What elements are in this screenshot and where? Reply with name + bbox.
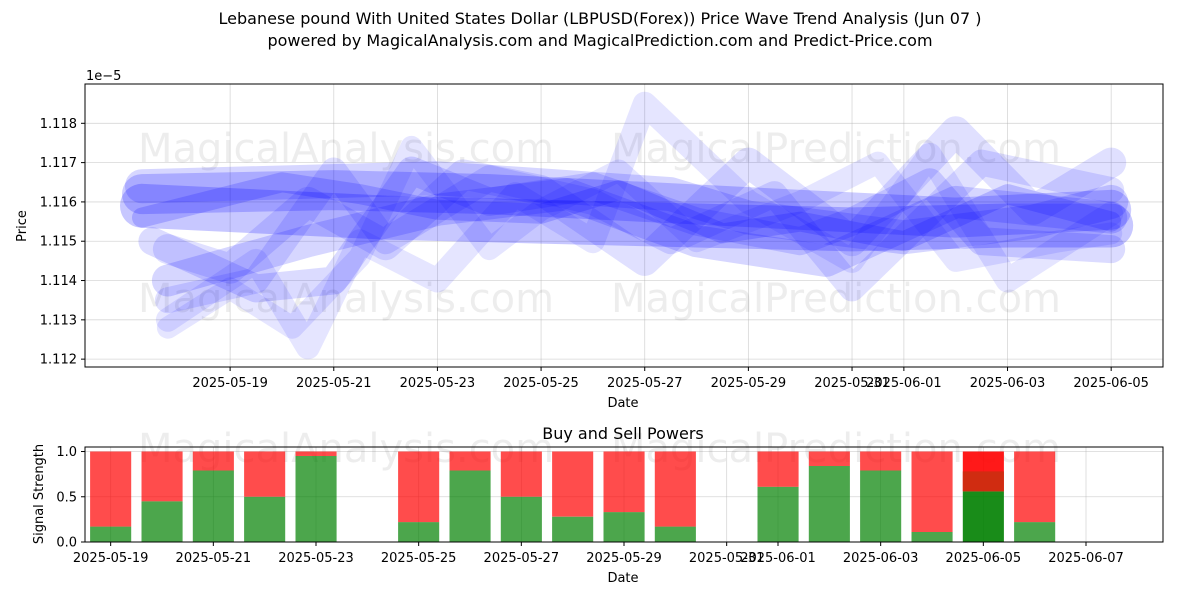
watermark-mid-left: MagicalAnalysis.com <box>138 276 554 322</box>
top-y-tick-label: 1.115 <box>40 235 77 250</box>
wave-line-9 <box>138 156 1126 303</box>
wave-line-7 <box>156 135 1123 339</box>
top-y-ticks: 1.112 1.113 1.114 1.115 1.116 1.117 1.118 <box>40 117 85 368</box>
sell-bar-2025-06-04 <box>911 451 953 532</box>
top-x-ticks: 2025-05-19 2025-05-21 2025-05-23 2025-05-25… <box>192 367 1149 391</box>
bottom-y-axis-label: Signal Strength <box>32 444 47 544</box>
bottom-x-tick-label: 2025-05-23 <box>278 551 354 566</box>
buy-bar-2025-05-21 <box>192 470 234 542</box>
top-y-tick-label: 1.117 <box>40 156 77 171</box>
watermark-mid-right: MagicalPrediction.com <box>611 276 1061 322</box>
sell-bar-2025-05-29 <box>603 451 645 513</box>
overlay-bar-2025-06-05 <box>962 471 1004 492</box>
bottom-x-tick-label: 2025-05-29 <box>586 551 662 566</box>
buy-bar-2025-05-26 <box>449 470 491 542</box>
bottom-x-tick-label: 2025-06-03 <box>843 551 919 566</box>
buy-bar-2025-05-30 <box>654 526 696 542</box>
bottom-x-tick-label: 2025-05-19 <box>73 551 149 566</box>
sell-bar-2025-05-21 <box>192 451 234 471</box>
wave-line-2 <box>122 170 1132 238</box>
buy-bar-2025-05-25 <box>398 522 440 542</box>
bottom-x-tick-label: 2025-06-05 <box>946 551 1022 566</box>
top-x-tick-label: 2025-05-31 <box>814 376 890 391</box>
buy-bar-2025-05-19 <box>90 526 132 542</box>
bottom-x-tick-label: 2025-06-07 <box>1048 551 1124 566</box>
bottom-x-tick-label: 2025-05-31 <box>689 551 765 566</box>
wave-line-3 <box>125 161 1129 255</box>
top-y-tick-label: 1.116 <box>40 195 77 210</box>
top-y-axis-label: Price <box>15 210 30 242</box>
wave-line-8 <box>132 172 1122 252</box>
top-y-tick-label: 1.118 <box>40 117 77 132</box>
bottom-x-axis-label: Date <box>607 571 638 586</box>
bottom-x-tick-label: 2025-06-01 <box>740 551 816 566</box>
wave-line-1 <box>120 183 1134 252</box>
watermark-top-right: MagicalPrediction.com <box>611 126 1061 172</box>
top-y-tick-label: 1.113 <box>40 313 77 328</box>
bottom-y-ticks: 0.0 0.5 1.0 <box>56 445 85 551</box>
sell-bar-2025-05-26 <box>449 451 491 471</box>
sell-bar-2025-05-25 <box>398 451 440 523</box>
top-x-tick-label: 2025-06-01 <box>866 376 942 391</box>
buy-bar-2025-05-28 <box>552 516 594 542</box>
bottom-x-tick-label: 2025-05-27 <box>484 551 560 566</box>
sell-bar-2025-05-28 <box>552 451 594 517</box>
top-x-tick-label: 2025-05-29 <box>711 376 787 391</box>
top-x-tick-label: 2025-05-27 <box>607 376 683 391</box>
bottom-x-ticks: 2025-05-19 2025-05-21 2025-05-23 2025-05-25… <box>73 542 1124 566</box>
top-x-axis-label: Date <box>607 396 638 411</box>
bottom-y-tick-label: 0.5 <box>56 490 77 505</box>
sell-bar-2025-06-01 <box>757 451 799 487</box>
bottom-y-tick-label: 0.0 <box>56 536 77 551</box>
wave-line-10 <box>151 178 1128 297</box>
top-y-tick-label: 1.114 <box>40 274 77 289</box>
top-x-tick-label: 2025-06-05 <box>1073 376 1149 391</box>
title-line-1: Lebanese pound With United States Dollar… <box>218 9 982 28</box>
buy-bar-2025-05-20 <box>141 501 183 542</box>
top-y-tick-label: 1.112 <box>40 353 77 368</box>
wave-line-4 <box>152 116 1127 284</box>
buy-bar-2025-06-02 <box>808 466 850 542</box>
title-line-2: powered by MagicalAnalysis.com and Magic… <box>267 31 933 50</box>
bottom-chart-title: Buy and Sell Powers <box>542 424 704 443</box>
price-wave-chart: MagicalAnalysis.com MagicalPrediction.co… <box>15 69 1164 411</box>
top-x-tick-label: 2025-05-23 <box>400 376 476 391</box>
buy-bar-2025-06-06 <box>1014 522 1056 542</box>
wave-line-5 <box>154 149 1125 314</box>
y-scale-label: 1e−5 <box>86 69 121 84</box>
watermark-top-left: MagicalAnalysis.com <box>138 126 554 172</box>
top-x-tick-label: 2025-05-25 <box>503 376 579 391</box>
bottom-x-tick-label: 2025-05-21 <box>176 551 252 566</box>
sell-bar-2025-05-20 <box>141 451 183 502</box>
buy-bar-2025-06-04 <box>911 532 953 542</box>
sell-bar-2025-06-06 <box>1014 451 1056 523</box>
buy-sell-bars <box>90 451 1056 542</box>
buy-bar-2025-05-27 <box>500 496 542 542</box>
bottom-x-tick-label: 2025-05-25 <box>381 551 457 566</box>
sell-bar-2025-05-22 <box>244 451 286 497</box>
figure-title: Lebanese pound With United States Dollar… <box>0 8 1200 52</box>
sell-bar-2025-06-02 <box>808 451 850 466</box>
wave-lines <box>120 91 1134 360</box>
buy-bar-2025-06-01 <box>757 486 799 542</box>
sell-bar-2025-06-03 <box>860 451 902 471</box>
buy-bar-2025-05-29 <box>603 512 645 542</box>
top-x-tick-label: 2025-05-21 <box>296 376 372 391</box>
sell-bar-2025-05-23 <box>295 451 337 456</box>
top-x-tick-label: 2025-05-19 <box>192 376 268 391</box>
wave-line-6 <box>155 91 1124 360</box>
buy-bar-2025-05-22 <box>244 496 286 542</box>
bottom-y-tick-label: 1.0 <box>56 445 77 460</box>
sell-bar-2025-05-19 <box>90 451 132 527</box>
top-plot-frame <box>84 83 1164 368</box>
buy-bar-2025-06-05 <box>962 491 1004 542</box>
sell-bar-2025-05-30 <box>654 451 696 527</box>
buy-sell-chart: Buy and Sell Powers MagicalAnalysis.com … <box>32 424 1164 586</box>
top-x-tick-label: 2025-06-03 <box>970 376 1046 391</box>
sell-bar-2025-05-27 <box>500 451 542 497</box>
buy-bar-2025-05-23 <box>295 456 337 542</box>
buy-bar-2025-06-03 <box>860 470 902 542</box>
top-grid <box>85 84 1163 367</box>
